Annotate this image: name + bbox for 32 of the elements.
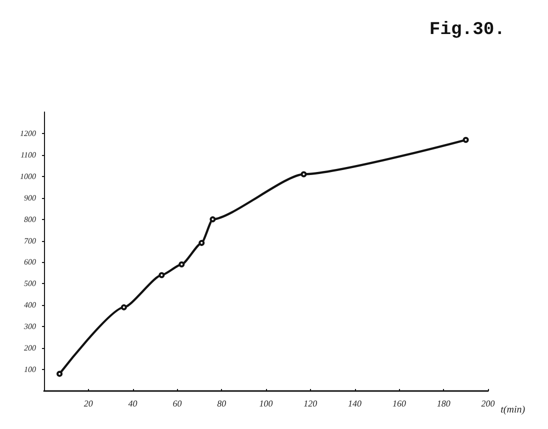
x-tick-label: 200	[481, 398, 496, 408]
point	[462, 136, 469, 143]
y-tick-label: 500	[24, 279, 36, 288]
y-tick-label: 900	[24, 193, 36, 202]
y-tick-label: 200	[24, 344, 36, 353]
y-tick-label: 100	[24, 365, 36, 374]
point	[178, 261, 185, 268]
point	[300, 171, 307, 178]
point	[210, 216, 216, 222]
x-tick-label: 80	[217, 398, 227, 408]
y-tick-label: 1200	[20, 128, 36, 138]
x-tick-label: 100	[259, 398, 274, 408]
point	[198, 240, 205, 246]
x-axis-title: t(min)	[500, 404, 526, 416]
y-tick-label: 300	[23, 322, 36, 332]
y-tick-label: 1000	[20, 172, 36, 181]
y-tick-label: 700	[24, 236, 36, 246]
x-tick-label: 180	[436, 398, 451, 408]
y-tick-label: 800	[24, 214, 36, 224]
point	[158, 272, 165, 278]
x-tick-label: 140	[348, 398, 362, 408]
y-tick-label: 400	[24, 300, 36, 310]
x-tick-label: 20	[84, 398, 94, 408]
x-tick-label: 40	[128, 398, 138, 408]
y-tick-label: 600	[24, 258, 36, 267]
chart-title: Fig.30.	[429, 20, 506, 40]
x-tick-label: 160	[392, 398, 406, 408]
y-tick-label: 1100	[20, 150, 36, 160]
x-tick-label: 120	[304, 398, 318, 408]
x-tick-label: 60	[172, 398, 182, 408]
point	[56, 370, 63, 377]
point	[120, 304, 127, 310]
